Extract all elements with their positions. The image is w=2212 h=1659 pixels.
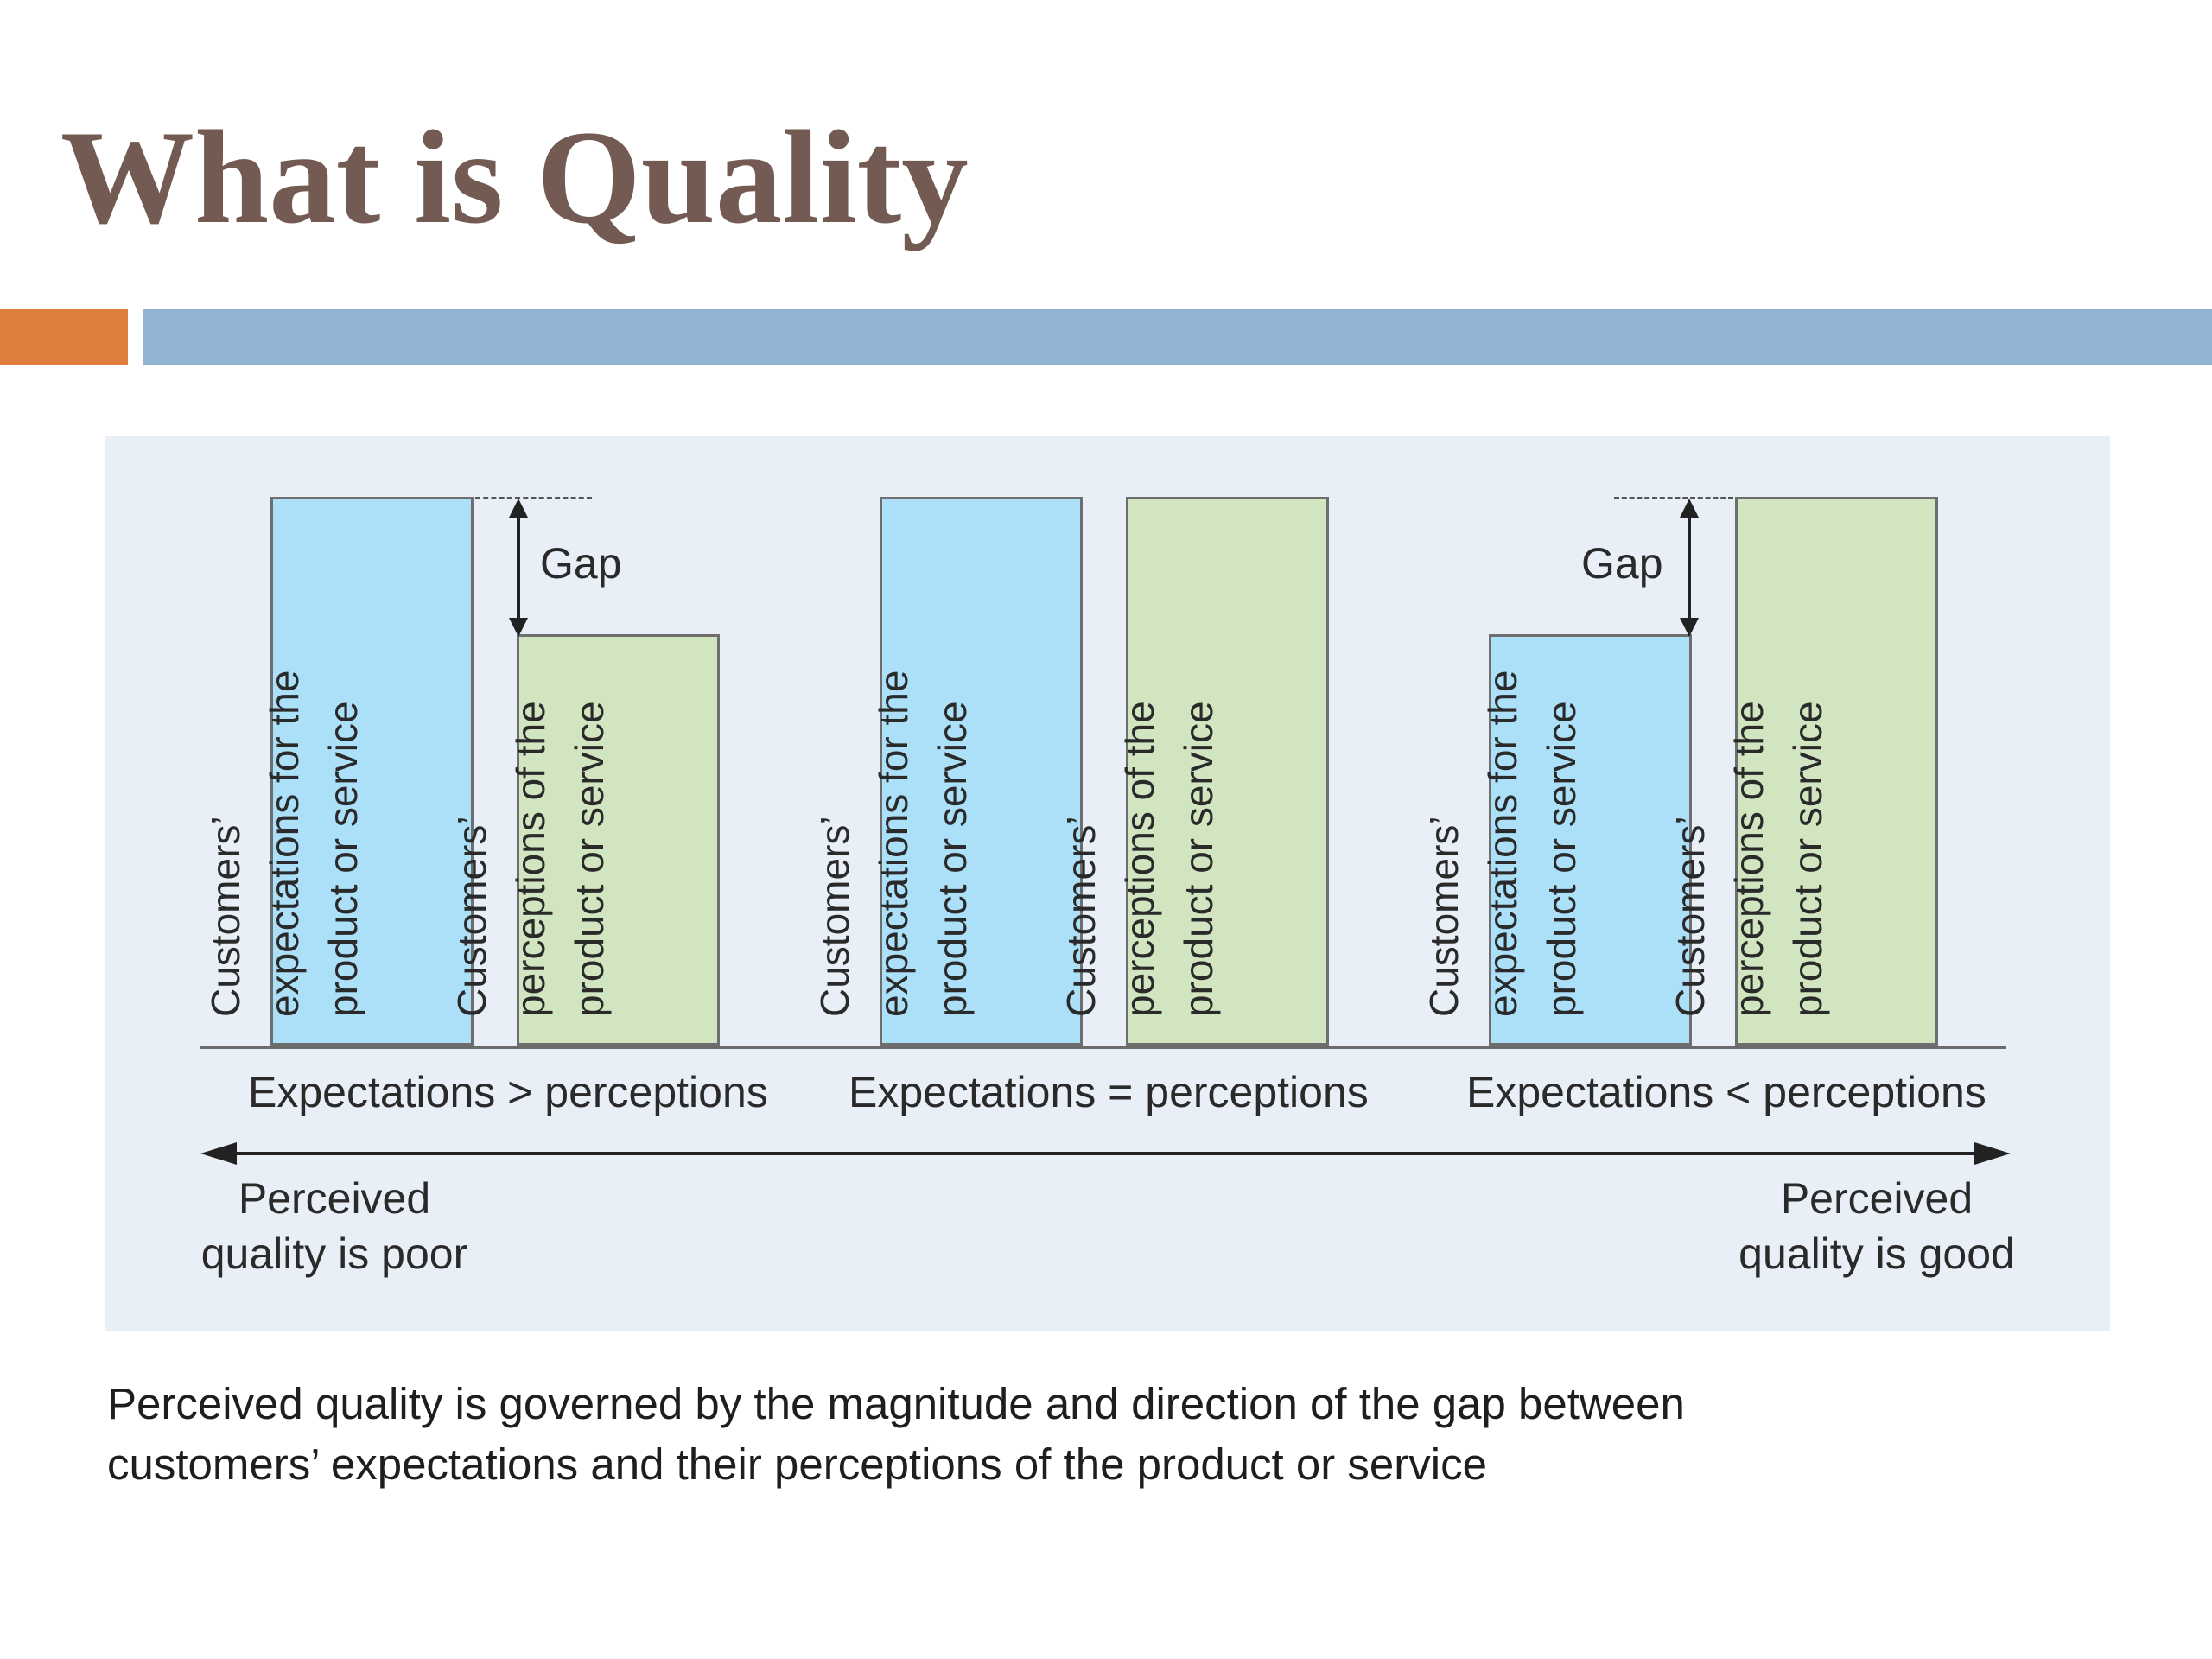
slide-title: What is Quality bbox=[60, 103, 969, 251]
accent-bar-orange bbox=[0, 309, 128, 365]
expectation-bar: Customers’ expectations for the product … bbox=[812, 497, 1083, 1046]
bar-label: Customers’ expectations for the product … bbox=[1421, 670, 1584, 1017]
quality-axis-arrow-icon bbox=[200, 1142, 2011, 1165]
perception-bar: Customers’ perceptions of the product or… bbox=[449, 634, 720, 1046]
gap-arrow-icon bbox=[509, 499, 528, 637]
gap-reference-line bbox=[1614, 497, 1733, 499]
accent-bar-blue bbox=[143, 309, 2212, 365]
poor-quality-label: Perceived quality is poor bbox=[200, 1174, 468, 1278]
scenario-label: Expectations = perceptions bbox=[849, 1068, 1369, 1116]
expectation-bar: Customers’ expectations for the product … bbox=[1421, 634, 1692, 1046]
scenario-label: Expectations < perceptions bbox=[1466, 1068, 1986, 1116]
perception-bar: Customers’ perceptions of the product or… bbox=[1668, 497, 1938, 1046]
gap-arrow-icon bbox=[1680, 499, 1699, 637]
expectation-bar: Customers’ expectations for the product … bbox=[203, 497, 474, 1046]
gap-label: Gap bbox=[540, 539, 622, 588]
perception-bar: Customers’ perceptions of the product or… bbox=[1058, 497, 1329, 1046]
diagram-panel: Customers’ expectations for the product … bbox=[105, 436, 2110, 1331]
gap-reference-line bbox=[475, 497, 592, 499]
good-quality-label: Perceived quality is good bbox=[1738, 1174, 2015, 1278]
gap-label: Gap bbox=[1581, 539, 1663, 588]
bar-label: Customers’ expectations for the product … bbox=[202, 670, 365, 1017]
bar-label: Customers’ perceptions of the product or… bbox=[1058, 701, 1221, 1017]
scenario-label: Expectations > perceptions bbox=[248, 1068, 768, 1116]
bar-label: Customers’ expectations for the product … bbox=[811, 670, 975, 1017]
slide-caption: Perceived quality is governed by the mag… bbox=[107, 1379, 1685, 1489]
bar-label: Customers’ perceptions of the product or… bbox=[448, 701, 612, 1017]
bar-label: Customers’ perceptions of the product or… bbox=[1667, 701, 1830, 1017]
baseline bbox=[200, 1046, 2006, 1049]
